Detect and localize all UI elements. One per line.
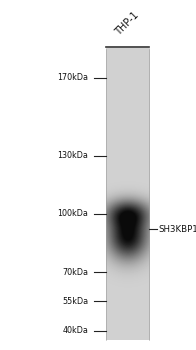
Text: 130kDa: 130kDa	[57, 151, 88, 160]
Text: 100kDa: 100kDa	[57, 209, 88, 218]
Text: SH3KBP1: SH3KBP1	[159, 225, 196, 234]
Text: 55kDa: 55kDa	[62, 297, 88, 306]
Text: 70kDa: 70kDa	[62, 268, 88, 277]
Text: THP-1: THP-1	[114, 10, 141, 37]
Text: 170kDa: 170kDa	[57, 73, 88, 82]
Text: 40kDa: 40kDa	[62, 326, 88, 335]
